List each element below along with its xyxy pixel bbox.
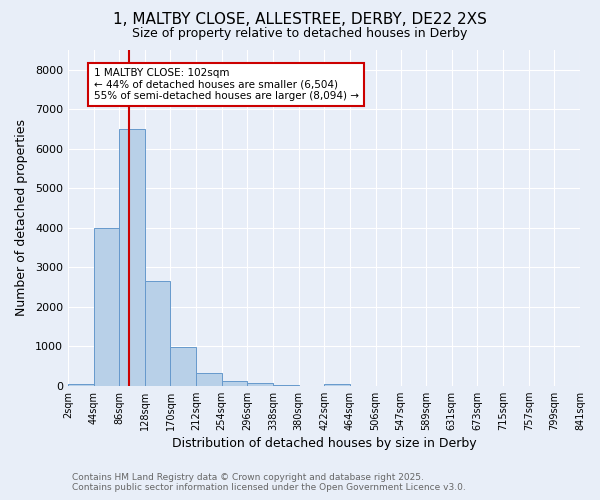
Text: 1, MALTBY CLOSE, ALLESTREE, DERBY, DE22 2XS: 1, MALTBY CLOSE, ALLESTREE, DERBY, DE22 … — [113, 12, 487, 28]
Bar — [145, 281, 170, 386]
Bar — [94, 228, 119, 386]
Bar — [247, 384, 273, 386]
Bar — [324, 384, 350, 386]
Text: Contains HM Land Registry data © Crown copyright and database right 2025.: Contains HM Land Registry data © Crown c… — [72, 474, 424, 482]
Bar — [273, 384, 299, 386]
X-axis label: Distribution of detached houses by size in Derby: Distribution of detached houses by size … — [172, 437, 476, 450]
Text: Size of property relative to detached houses in Derby: Size of property relative to detached ho… — [133, 28, 467, 40]
Bar — [196, 372, 222, 386]
Y-axis label: Number of detached properties: Number of detached properties — [15, 120, 28, 316]
Text: 1 MALTBY CLOSE: 102sqm
← 44% of detached houses are smaller (6,504)
55% of semi-: 1 MALTBY CLOSE: 102sqm ← 44% of detached… — [94, 68, 359, 101]
Text: Contains public sector information licensed under the Open Government Licence v3: Contains public sector information licen… — [72, 484, 466, 492]
Bar — [170, 348, 196, 386]
Bar — [119, 129, 145, 386]
Bar — [68, 384, 94, 386]
Bar — [222, 381, 247, 386]
